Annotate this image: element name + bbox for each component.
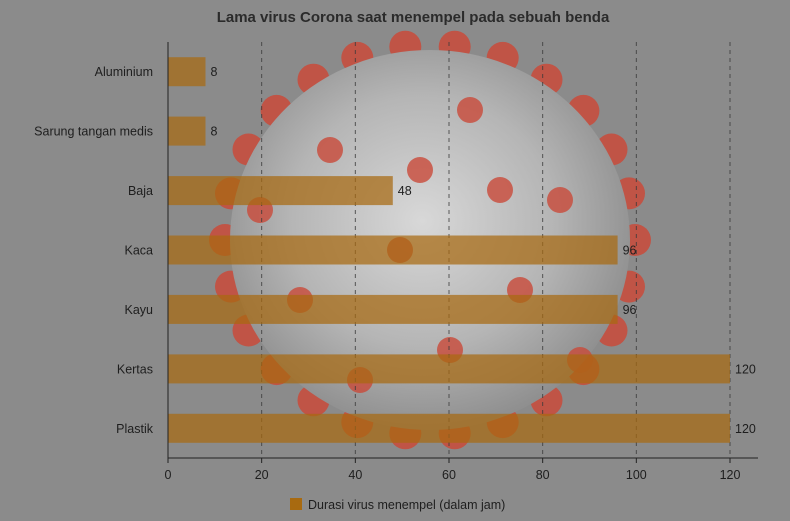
- value-label: 8: [211, 65, 218, 79]
- x-tick-label: 60: [442, 468, 456, 482]
- value-label: 8: [211, 125, 218, 139]
- bar: [168, 354, 730, 384]
- bar: [168, 294, 618, 324]
- bar: [168, 413, 730, 443]
- virus-surface-spike: [407, 157, 433, 183]
- x-tick-label: 40: [348, 468, 362, 482]
- category-label: Kaca: [125, 244, 154, 258]
- virus-surface-spike: [547, 187, 573, 213]
- category-label: Plastik: [116, 422, 154, 436]
- category-labels: Aluminium Sarung tangan medis Baja Kaca Kayu…: [34, 65, 154, 436]
- value-label: 120: [735, 422, 756, 436]
- category-label: Kertas: [117, 362, 153, 376]
- value-labels: 8 8 48 96 96 120 120: [211, 65, 756, 436]
- value-label: 96: [623, 303, 637, 317]
- bar: [168, 176, 393, 206]
- bars: [168, 57, 730, 443]
- bar: [168, 116, 206, 146]
- category-label: Aluminium: [95, 65, 153, 79]
- legend-swatch: [290, 498, 302, 510]
- value-label: 120: [735, 362, 756, 376]
- x-tick-label: 20: [255, 468, 269, 482]
- virus-surface-spike: [317, 137, 343, 163]
- value-label: 48: [398, 184, 412, 198]
- legend-label: Durasi virus menempel (dalam jam): [308, 498, 505, 512]
- x-tick-label: 80: [536, 468, 550, 482]
- virus-surface-spike: [457, 97, 483, 123]
- virus-surface-spike: [487, 177, 513, 203]
- x-tick-label: 120: [720, 468, 741, 482]
- category-label: Baja: [128, 184, 153, 198]
- x-axis: 0 20 40 60 80 100 120: [165, 42, 758, 482]
- x-tick-label: 100: [626, 468, 647, 482]
- bar: [168, 57, 206, 87]
- x-tick-label: 0: [165, 468, 172, 482]
- category-label: Kayu: [125, 303, 154, 317]
- value-label: 96: [623, 244, 637, 258]
- legend: Durasi virus menempel (dalam jam): [290, 498, 505, 512]
- chart-title: Lama virus Corona saat menempel pada seb…: [217, 9, 610, 26]
- bar: [168, 235, 618, 265]
- category-label: Sarung tangan medis: [34, 125, 153, 139]
